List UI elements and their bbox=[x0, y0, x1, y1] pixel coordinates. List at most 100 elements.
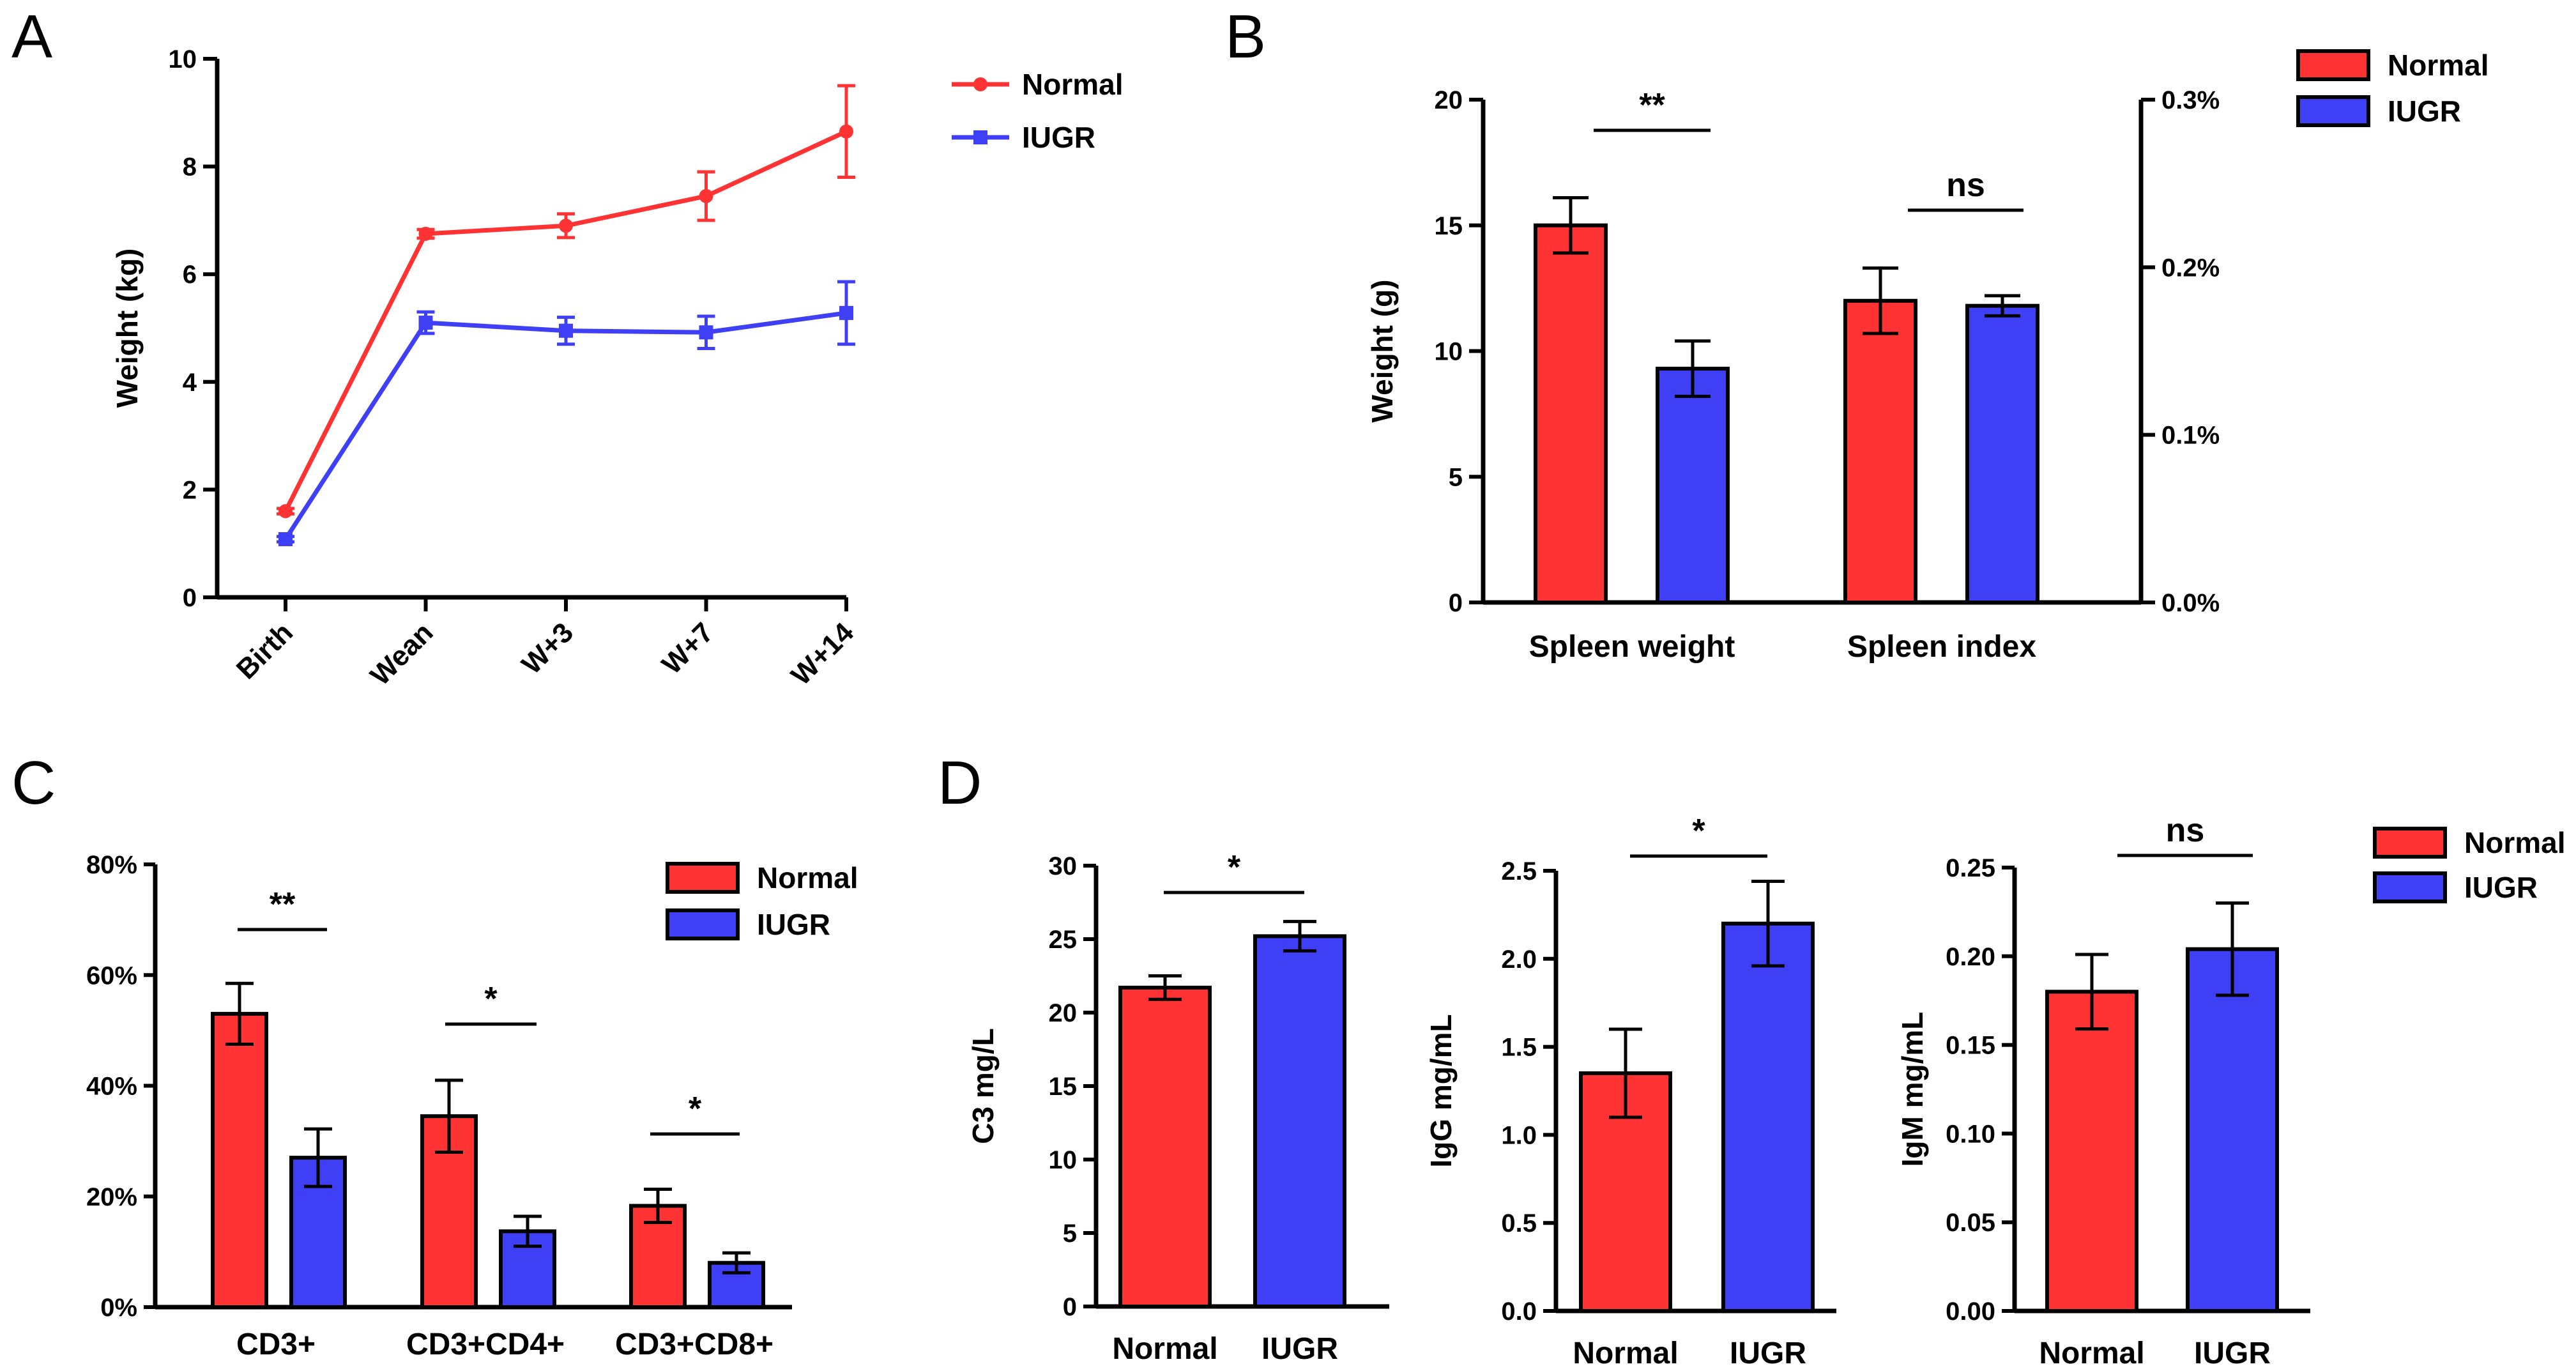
panel-c-error-bar bbox=[514, 1214, 542, 1248]
panel-c-y-tick-label: 80% bbox=[86, 851, 137, 879]
panel-b-y-tick-label: 20 bbox=[1435, 86, 1463, 114]
panel-d-igg: 0.0 0.5 1.0 1.5 2.0 2.5 IgG mg/mL Normal IUGR * bbox=[1424, 813, 1836, 1370]
panel-a-y-tick-label: 2 bbox=[183, 476, 197, 504]
panel-b-legend-iugr-swatch bbox=[2296, 95, 2370, 127]
panel-d-igg-y-tick-label: 1.5 bbox=[1501, 1034, 1537, 1062]
panel-a-point-iugr bbox=[839, 305, 853, 320]
panel-a-y-tick-label: 4 bbox=[183, 369, 197, 397]
panel-b-error-bar bbox=[1553, 195, 1589, 255]
panel-c-sig-cd3cd8-label: * bbox=[689, 1091, 702, 1128]
panel-c-sig-cd3cd4-label: * bbox=[484, 981, 498, 1018]
panel-d-igm-error-bar bbox=[2216, 901, 2249, 997]
panel-c-sig-cd3-label: ** bbox=[270, 886, 296, 923]
panel-b-y2-tick-label: 0.2% bbox=[2161, 254, 2220, 282]
panel-d-letter: D bbox=[938, 749, 982, 817]
panel-a-point-iugr bbox=[699, 325, 713, 340]
panel-a-letter: A bbox=[11, 3, 52, 71]
panel-c-legend-normal-swatch bbox=[666, 862, 740, 894]
panel-b: B 0 5 10 15 20 0.0% 0.1% 0.2% 0.3% Weight (g) Sple… bbox=[1225, 3, 2488, 664]
panel-d-c3-y-tick-label: 0 bbox=[1063, 1293, 1077, 1321]
panel-d-igg-y-tick-label: 1.0 bbox=[1501, 1121, 1537, 1149]
panel-c-legend-normal-label: Normal bbox=[757, 861, 858, 894]
panel-a-point-normal bbox=[839, 124, 853, 139]
panel-b-y2-tick-label: 0.0% bbox=[2161, 589, 2220, 617]
panel-a-x-tick-label: Wean bbox=[365, 617, 439, 691]
panel-d-c3-error-bar bbox=[1283, 919, 1316, 953]
panel-b-category-label: Spleen weight bbox=[1529, 630, 1735, 664]
panel-c: C 0%20%40%60%80%CD3+ CD3+CD4+ CD3+CD8+****… bbox=[11, 749, 858, 1361]
panel-d-igm-error-bar bbox=[2075, 953, 2108, 1031]
panel-c-bar-normal bbox=[211, 1011, 268, 1309]
panel-a-point-iugr bbox=[278, 532, 293, 546]
panel-a-point-normal bbox=[559, 218, 573, 233]
panel-c-category-label: CD3+CD8+ bbox=[615, 1328, 774, 1361]
panel-b-legend-normal-label: Normal bbox=[2388, 49, 2488, 82]
panel-a-legend-label: IUGR bbox=[1022, 121, 1095, 154]
panel-d-c3-y-tick-label: 20 bbox=[1049, 999, 1078, 1027]
panel-d-igg-y-tick-label: 2.5 bbox=[1501, 857, 1537, 885]
panel-a-point-normal bbox=[418, 226, 433, 241]
panel-c-category-label: CD3+CD4+ bbox=[406, 1328, 565, 1361]
panel-d-igg-bar-iugr bbox=[1721, 921, 1815, 1314]
panel-d-igm-y-tick-label: 0.25 bbox=[1946, 854, 1995, 882]
panel-d-legend-normal-label: Normal bbox=[2464, 826, 2565, 859]
panel-d-igm-y-tick-label: 0.20 bbox=[1946, 943, 1995, 971]
panel-b-y-tick-label: 10 bbox=[1435, 338, 1463, 366]
panel-d-igg-error-bar bbox=[1751, 880, 1785, 968]
panel-c-legend-iugr-label: IUGR bbox=[757, 908, 830, 941]
panel-d-c3-error-bar bbox=[1148, 974, 1182, 1001]
panel-b-legend-iugr-label: IUGR bbox=[2388, 95, 2461, 128]
panel-d-c3-y-tick-label: 10 bbox=[1049, 1146, 1078, 1174]
panel-a-x-tick-label: W+14 bbox=[785, 617, 860, 691]
panel-c-legend-iugr-swatch bbox=[666, 908, 740, 940]
panel-a-y-tick-label: 8 bbox=[183, 153, 197, 181]
panel-a-y-tick-label: 6 bbox=[183, 261, 197, 289]
panel-b-error-bar bbox=[1985, 294, 2020, 318]
panel-a-y-tick-label: 0 bbox=[183, 584, 197, 612]
panel-b-y-tick-label: 0 bbox=[1449, 589, 1463, 617]
panel-c-category-label: CD3+ bbox=[236, 1328, 316, 1361]
panel-d-c3-category-label: IUGR bbox=[1261, 1332, 1338, 1366]
panel-d-legend-iugr-swatch bbox=[2373, 871, 2447, 903]
panel-d-igm-category-label: IUGR bbox=[2194, 1337, 2271, 1370]
panel-c-y-tick-label: 40% bbox=[86, 1073, 137, 1101]
panel-d-igg-y-tick-label: 0.0 bbox=[1501, 1298, 1537, 1326]
panel-b-bar-iugr bbox=[1656, 367, 1730, 604]
panel-d-c3-category-label: Normal bbox=[1112, 1332, 1217, 1366]
panel-d-igg-category-label: Normal bbox=[1573, 1337, 1678, 1370]
panel-d-c3-y-tick-label: 5 bbox=[1063, 1220, 1077, 1248]
panel-b-error-bar bbox=[1675, 339, 1711, 398]
panel-c-error-bar bbox=[722, 1251, 751, 1275]
panel-b-bar-normal bbox=[1534, 223, 1608, 604]
panel-a-point-normal bbox=[278, 504, 293, 519]
panel-d-c3-y-tick-label: 15 bbox=[1049, 1073, 1078, 1101]
panel-d-c3-bar-normal bbox=[1118, 985, 1212, 1309]
panel-d-igg-y-tick-label: 2.0 bbox=[1501, 946, 1537, 974]
panel-d-legend-iugr-label: IUGR bbox=[2464, 871, 2538, 904]
panel-d-c3-y-tick-label: 30 bbox=[1049, 852, 1078, 880]
panel-d-igm-bar-iugr bbox=[2186, 947, 2279, 1314]
panel-d-c3-y-tick-label: 25 bbox=[1049, 926, 1078, 954]
panel-d-legend-normal-swatch bbox=[2373, 827, 2447, 859]
panel-b-y2-tick-label: 0.3% bbox=[2161, 86, 2220, 114]
panel-a-y-tick-label: 10 bbox=[169, 45, 197, 73]
panel-a-legend-marker bbox=[973, 77, 987, 91]
panel-c-error-bar bbox=[225, 981, 254, 1046]
panel-d-igg-category-label: IUGR bbox=[1730, 1337, 1806, 1370]
panel-a: A 0 2 4 6 8 10 Weight (kg) Birth Wean W+3 W+7 W+14 N… bbox=[11, 3, 1123, 691]
panel-a-point-normal bbox=[699, 188, 713, 203]
panel-d-igm: 0.00 0.05 0.10 0.15 0.20 0.25 IgM mg/mL Normal I… bbox=[1896, 812, 2565, 1370]
panel-c-y-tick-label: 60% bbox=[86, 961, 137, 990]
panel-b-letter: B bbox=[1225, 3, 1266, 71]
panel-d-igm-category-label: Normal bbox=[2039, 1337, 2144, 1370]
panel-a-x-tick-label: W+7 bbox=[656, 617, 719, 680]
panel-b-sig-spleen-weight-label: ** bbox=[1639, 87, 1665, 124]
panel-c-error-bar bbox=[435, 1078, 463, 1154]
panel-c-error-bar bbox=[644, 1187, 672, 1224]
panel-b-y-tick-label: 5 bbox=[1449, 463, 1463, 491]
panel-a-legend-marker bbox=[973, 130, 987, 144]
panel-d-c3-sig-label: * bbox=[1228, 849, 1241, 886]
panel-a-point-iugr bbox=[559, 323, 573, 338]
panel-d-igg-y-axis-title: IgG mg/mL bbox=[1424, 1014, 1458, 1167]
